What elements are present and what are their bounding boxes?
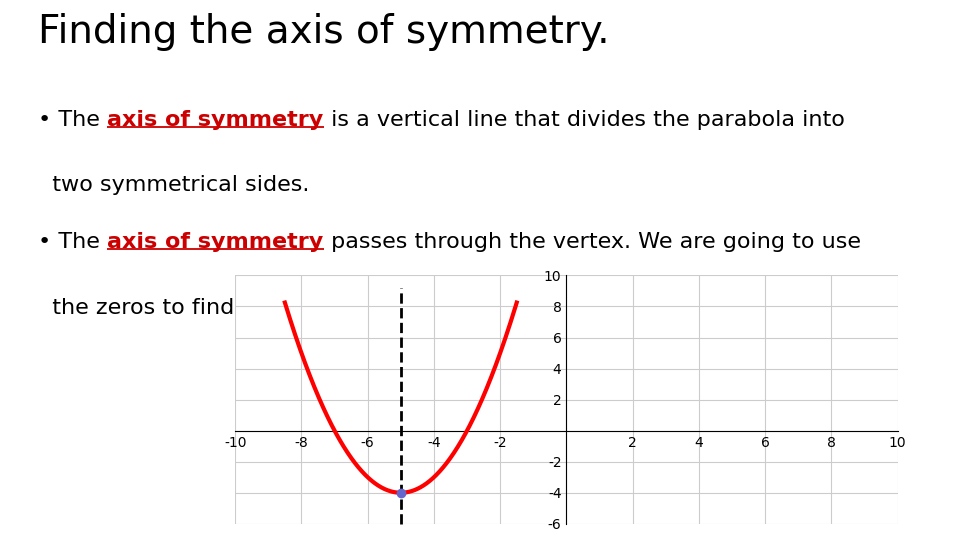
Text: two symmetrical sides.: two symmetrical sides. [38,176,310,195]
Text: passes through the vertex. We are going to use: passes through the vertex. We are going … [324,232,861,252]
Text: Finding the axis of symmetry.: Finding the axis of symmetry. [38,12,610,51]
Text: is a vertical line that divides the parabola into: is a vertical line that divides the para… [324,110,845,130]
Text: axis of symmetry: axis of symmetry [285,298,502,318]
Text: axis of symmetry: axis of symmetry [108,232,324,252]
Text: axis of symmetry: axis of symmetry [108,110,324,130]
Text: the zeros to find the: the zeros to find the [38,298,285,318]
Text: .: . [502,298,509,318]
Text: • The: • The [38,110,108,130]
Text: • The: • The [38,232,108,252]
